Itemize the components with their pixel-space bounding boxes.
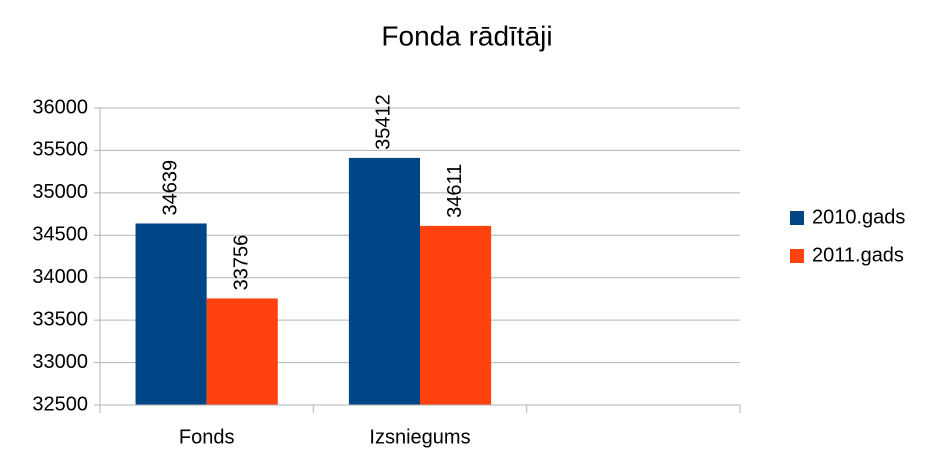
bar xyxy=(206,298,278,405)
y-tick-label: 35000 xyxy=(32,181,88,203)
legend-swatch xyxy=(790,211,804,225)
x-tick-label: Fonds xyxy=(179,426,235,448)
y-tick-label: 36000 xyxy=(32,96,88,118)
bar xyxy=(420,225,492,405)
y-tick-label: 35500 xyxy=(32,139,88,161)
bar xyxy=(348,157,420,405)
legend-label: 2010.gads xyxy=(812,206,905,228)
data-label: 34611 xyxy=(444,164,466,218)
y-tick-label: 32500 xyxy=(32,393,88,415)
y-tick-label: 34000 xyxy=(32,266,88,288)
data-label: 33756 xyxy=(231,235,253,291)
data-label: 34639 xyxy=(159,160,181,216)
y-tick-label: 33500 xyxy=(32,308,88,330)
y-tick-label: 34500 xyxy=(32,224,88,246)
x-tick-label: Izsniegums xyxy=(369,426,470,448)
chart-title: Fonda rādītāji xyxy=(381,20,552,51)
bar xyxy=(135,223,207,405)
legend-label: 2011.gads xyxy=(812,244,904,266)
y-tick-label: 33000 xyxy=(32,351,88,373)
data-label: 35412 xyxy=(373,94,395,150)
legend-swatch xyxy=(790,249,804,263)
